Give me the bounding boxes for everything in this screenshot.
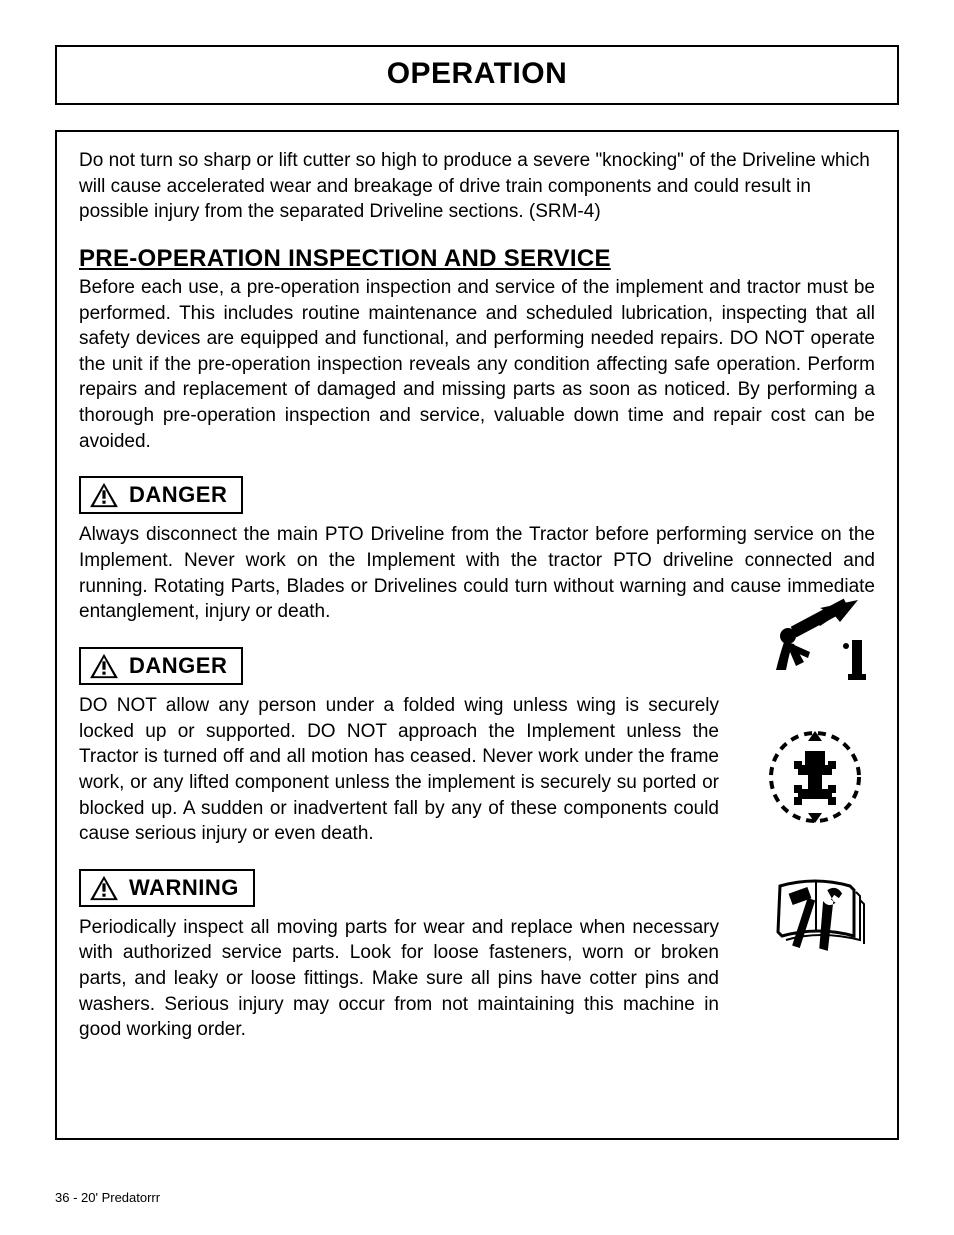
crush-hazard-icon — [760, 592, 870, 682]
side-icons — [755, 592, 875, 962]
warning-triangle-icon — [89, 653, 119, 679]
alert-label: DANGER — [129, 653, 227, 679]
warning-triangle-icon — [89, 482, 119, 508]
alert-text-2: DO NOT allow any person under a folded w… — [79, 693, 719, 847]
rotating-parts-icon — [760, 732, 870, 822]
warning-box: WARNING — [79, 869, 255, 907]
page-footer: 36 - 20' Predatorrr — [55, 1190, 160, 1205]
title-box: OPERATION — [55, 45, 899, 105]
content-box: Do not turn so sharp or lift cutter so h… — [55, 130, 899, 1140]
read-manual-icon — [760, 872, 870, 962]
page: OPERATION Do not turn so sharp or lift c… — [0, 0, 954, 1235]
section-heading: PRE-OPERATION INSPECTION AND SERVICE — [79, 245, 875, 273]
intro-paragraph: Do not turn so sharp or lift cutter so h… — [79, 148, 875, 225]
alert-label: DANGER — [129, 482, 227, 508]
alert-text-3: Periodically inspect all moving parts fo… — [79, 915, 719, 1043]
warning-triangle-icon — [89, 875, 119, 901]
section-body: Before each use, a pre-operation inspect… — [79, 275, 875, 454]
danger-box-2: DANGER — [79, 647, 243, 685]
danger-box-1: DANGER — [79, 476, 243, 514]
alert-label: WARNING — [129, 875, 239, 901]
page-title: OPERATION — [57, 57, 897, 91]
